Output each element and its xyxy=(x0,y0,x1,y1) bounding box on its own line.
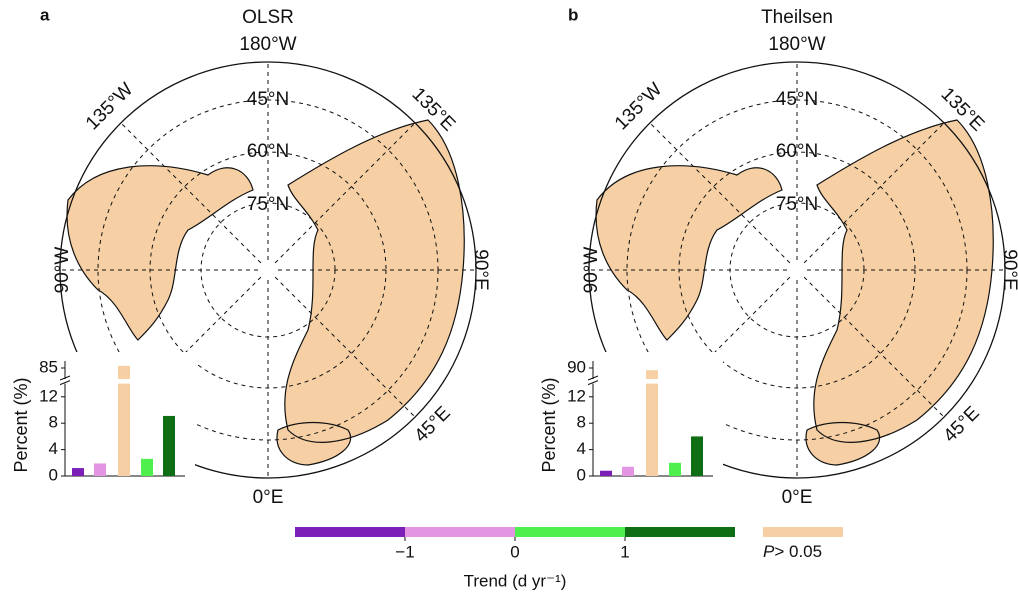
bar-upper xyxy=(646,370,658,379)
y-axis-label: Percent (%) xyxy=(11,377,31,472)
latitude-label: 60°N xyxy=(247,141,289,162)
axis-break xyxy=(587,375,599,381)
meridian-line xyxy=(803,276,945,418)
bar xyxy=(669,462,681,476)
meridian-line xyxy=(120,122,262,264)
y-tick-label: 0 xyxy=(577,465,586,484)
bar xyxy=(72,468,84,476)
meridian-line xyxy=(649,276,791,418)
y-tick-label: 12 xyxy=(39,386,58,405)
colorbar-segment xyxy=(405,527,515,537)
bar xyxy=(163,415,175,476)
bar xyxy=(622,466,634,476)
meridian-line xyxy=(274,276,416,418)
y-tick-label: 4 xyxy=(49,439,58,458)
inset-background xyxy=(528,352,723,487)
na-swatch xyxy=(763,527,843,537)
land-area xyxy=(284,120,465,443)
panel-letter: a xyxy=(40,5,50,24)
land-area xyxy=(596,165,782,340)
colorbar-segment xyxy=(515,527,625,537)
longitude-label: 90°E xyxy=(999,249,1018,290)
colorbar-title: Trend (d yr⁻¹) xyxy=(464,571,567,590)
colorbar-segment xyxy=(625,527,735,537)
land-area xyxy=(277,422,351,465)
coastline xyxy=(284,119,465,443)
y-tick-label: 8 xyxy=(577,413,586,432)
longitude-label: 90°W xyxy=(52,247,73,294)
bar xyxy=(691,436,703,476)
axis-break xyxy=(59,375,71,381)
latitude-label: 60°N xyxy=(776,141,818,162)
na-label: P> 0.05 xyxy=(763,542,822,561)
map-border xyxy=(588,61,1006,479)
panel-letter: b xyxy=(568,5,578,24)
coastline xyxy=(595,165,783,341)
bar xyxy=(600,470,612,476)
colorbar-tick-label: 0 xyxy=(510,542,519,561)
latitude-label: 45°N xyxy=(247,89,289,110)
axis-break xyxy=(587,380,599,386)
colorbar-tick-label: −1 xyxy=(395,542,414,561)
bar xyxy=(646,383,658,476)
colorbar-segment xyxy=(295,527,405,537)
coastline xyxy=(66,165,254,341)
longitude-label: 180°W xyxy=(239,34,296,55)
meridian-line xyxy=(649,122,791,264)
longitude-label: 180°W xyxy=(768,34,825,55)
na-label-italic: P xyxy=(763,542,775,561)
coastline xyxy=(276,421,352,466)
longitude-label: 90°E xyxy=(470,249,491,290)
y-tick-label: 12 xyxy=(567,386,586,405)
latitude-label: 45°N xyxy=(776,89,818,110)
longitude-label: 0°E xyxy=(253,487,284,508)
bar xyxy=(94,463,106,476)
meridian-line xyxy=(803,122,945,264)
meridian-line xyxy=(274,122,416,264)
latitude-label: 75°N xyxy=(776,194,818,215)
y-tick-label: 0 xyxy=(49,465,58,484)
y-tick-label: 85 xyxy=(39,357,58,376)
chart-title: Theilsen xyxy=(761,7,833,28)
latitude-label: 75°N xyxy=(247,194,289,215)
land-area xyxy=(813,120,994,443)
bar-upper xyxy=(118,365,130,379)
y-tick-label: 4 xyxy=(577,439,586,458)
y-axis-label: Percent (%) xyxy=(539,377,559,472)
colorbar-tick-label: 1 xyxy=(620,542,629,561)
y-tick-label: 8 xyxy=(49,413,58,432)
coastline xyxy=(805,421,881,466)
chart-title: OLSR xyxy=(242,7,294,28)
meridian-line xyxy=(120,276,262,418)
bar xyxy=(118,383,130,476)
coastline xyxy=(813,119,994,443)
land-area xyxy=(806,422,880,465)
axis-break xyxy=(59,380,71,386)
bar xyxy=(141,458,153,476)
map-border xyxy=(59,61,477,479)
y-tick-label: 90 xyxy=(567,357,586,376)
land-area xyxy=(67,165,253,340)
longitude-label: 0°E xyxy=(782,487,813,508)
longitude-label: 90°W xyxy=(581,247,602,294)
na-label-rest: > 0.05 xyxy=(774,542,822,561)
